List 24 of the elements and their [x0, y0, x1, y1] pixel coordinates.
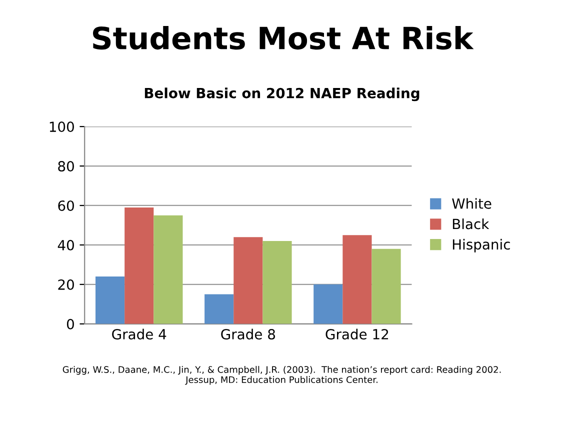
bar	[234, 237, 263, 324]
x-tick-label: Grade 12	[326, 328, 388, 340]
y-tick-label: 0	[66, 318, 74, 330]
y-tick-label: 40	[58, 240, 74, 250]
bar	[124, 207, 154, 324]
bar	[204, 294, 234, 324]
x-tick-label: Grade 8	[221, 328, 276, 340]
y-tick-label: 100	[50, 122, 74, 132]
bar	[314, 284, 343, 324]
chart-subtitle: Below Basic on 2012 NAEP Reading	[144, 88, 420, 102]
bar	[96, 276, 125, 324]
y-tick-label: 20	[58, 279, 74, 290]
y-tick-label: 60	[58, 200, 74, 211]
legend-label: White	[452, 198, 492, 209]
bar	[342, 235, 372, 324]
legend-label: Black	[452, 218, 490, 230]
text: Grigg, W.S., Daane, M.C., Jin, Y., & Campbell, J.R. (2003). The nation’s report card: Reading 2002. Jessup, MD: Education Publications Center.	[62, 366, 501, 385]
y-tick-label: 80	[58, 160, 74, 172]
bar	[372, 248, 401, 324]
bar	[262, 241, 292, 324]
chart-title: Students Most At Risk	[93, 26, 474, 50]
legend-label: Hispanic	[452, 238, 510, 252]
bar	[154, 215, 183, 324]
x-tick-label: Grade 4	[112, 328, 166, 340]
